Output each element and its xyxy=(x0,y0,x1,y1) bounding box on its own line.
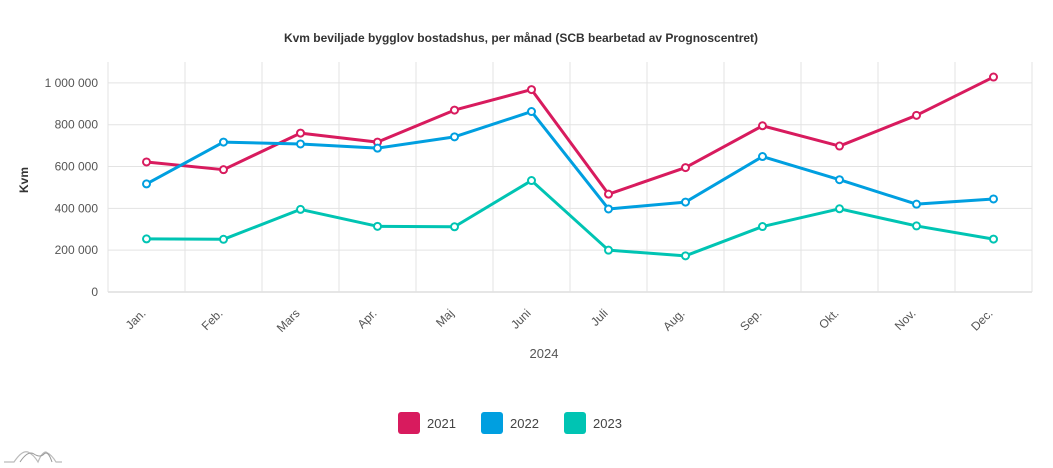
series-2021 xyxy=(142,72,998,199)
x-tick-label: Dec. xyxy=(968,306,995,333)
data-point[interactable] xyxy=(373,221,382,231)
legend-item-2021[interactable]: 2021 xyxy=(398,412,456,434)
x-tick-label: Aug. xyxy=(660,306,687,333)
grid xyxy=(107,62,1033,293)
data-point[interactable] xyxy=(835,175,844,185)
legend-swatch xyxy=(481,412,503,434)
data-point[interactable] xyxy=(681,163,690,173)
data-point[interactable] xyxy=(835,141,844,151)
data-point[interactable] xyxy=(219,137,228,147)
y-tick-label: 200 000 xyxy=(55,243,99,257)
data-point[interactable] xyxy=(142,179,151,189)
x-tick-label: Jan. xyxy=(123,306,149,332)
data-point[interactable] xyxy=(142,234,151,244)
data-point[interactable] xyxy=(450,105,459,115)
y-axis-label: Kvm xyxy=(17,167,31,193)
data-point[interactable] xyxy=(758,152,767,162)
series-line xyxy=(146,75,995,196)
data-point[interactable] xyxy=(989,234,998,244)
data-point[interactable] xyxy=(835,204,844,214)
data-point[interactable] xyxy=(296,139,305,149)
data-point[interactable] xyxy=(219,234,228,244)
y-tick-label: 800 000 xyxy=(55,118,99,132)
legend-swatch xyxy=(564,412,586,434)
series-group xyxy=(142,72,998,261)
x-axis-label: 2024 xyxy=(530,346,559,361)
x-tick-label: Feb. xyxy=(199,306,226,333)
data-point[interactable] xyxy=(142,157,151,167)
data-point[interactable] xyxy=(912,221,921,231)
x-tick-label: Juni xyxy=(508,306,533,331)
data-point[interactable] xyxy=(450,132,459,142)
data-point[interactable] xyxy=(373,143,382,153)
data-point[interactable] xyxy=(604,204,613,214)
y-axis: 0 200 000 400 000 600 000 800 000 1 000 000 xyxy=(45,76,99,299)
y-tick-label: 600 000 xyxy=(55,160,99,174)
data-point[interactable] xyxy=(527,107,536,117)
data-point[interactable] xyxy=(681,197,690,207)
series-line xyxy=(145,110,994,211)
x-tick-label: Okt. xyxy=(816,306,841,331)
x-tick-label: Nov. xyxy=(892,306,919,333)
chart-title: Kvm beviljade bygglov bostadshus, per må… xyxy=(284,31,758,45)
data-point[interactable] xyxy=(989,194,998,204)
x-tick-label: Apr. xyxy=(355,306,380,331)
prognoscentret-logo-icon xyxy=(4,451,62,464)
series-2023 xyxy=(142,176,998,261)
y-tick-label: 0 xyxy=(91,285,98,299)
legend-swatch xyxy=(398,412,420,434)
x-tick-label: Sep. xyxy=(737,306,764,333)
y-tick-label: 1 000 000 xyxy=(45,76,99,90)
data-point[interactable] xyxy=(450,222,459,232)
legend: 2021 2022 2023 xyxy=(398,412,622,434)
x-tick-label: Maj xyxy=(433,306,457,330)
data-point[interactable] xyxy=(912,110,921,120)
data-point[interactable] xyxy=(604,189,613,199)
data-point[interactable] xyxy=(527,85,536,95)
data-point[interactable] xyxy=(758,121,767,131)
series-2022 xyxy=(142,107,998,214)
x-tick-label: Juli xyxy=(588,306,611,329)
data-point[interactable] xyxy=(681,251,690,261)
legend-label: 2022 xyxy=(510,416,539,431)
y-tick-label: 400 000 xyxy=(55,201,99,215)
data-point[interactable] xyxy=(912,199,921,209)
data-point[interactable] xyxy=(989,72,998,82)
data-point[interactable] xyxy=(296,128,305,138)
legend-label: 2021 xyxy=(427,416,456,431)
data-point[interactable] xyxy=(604,245,613,255)
legend-item-2023[interactable]: 2023 xyxy=(564,412,622,434)
data-point[interactable] xyxy=(527,176,536,186)
series-line xyxy=(146,179,994,258)
x-tick-label: Mars xyxy=(274,306,303,335)
legend-label: 2023 xyxy=(593,416,622,431)
legend-item-2022[interactable]: 2022 xyxy=(481,412,539,434)
data-point[interactable] xyxy=(219,165,228,175)
x-axis: Jan. Feb. Mars Apr. Maj Juni Juli Aug. Sep. Okt. N… xyxy=(123,306,996,335)
data-point[interactable] xyxy=(296,204,305,214)
data-point[interactable] xyxy=(758,222,767,232)
